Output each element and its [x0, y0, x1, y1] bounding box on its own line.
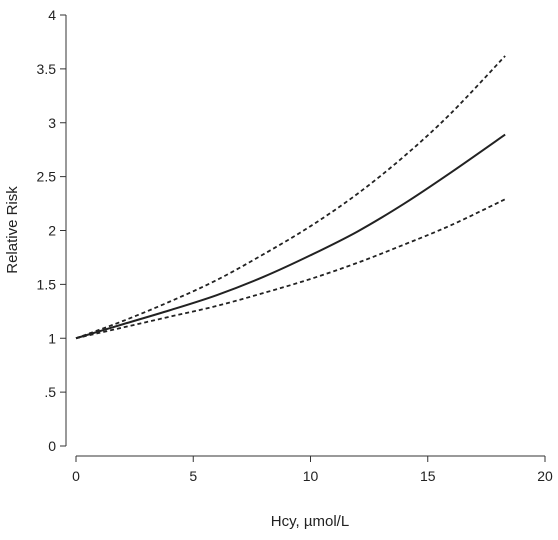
y-tick-label: .5: [44, 384, 56, 400]
x-tick-label: 5: [189, 468, 197, 484]
y-tick-label: 1.5: [37, 276, 57, 292]
y-tick-label: 0: [48, 438, 56, 454]
y-tick-label: 3: [48, 115, 56, 131]
x-tick-label: 0: [72, 468, 80, 484]
y-tick-label: 2.5: [37, 169, 57, 185]
y-axis: 0 .5 1 1.5 2 2.5 3 3.5 4: [37, 7, 67, 454]
x-tick-label: 10: [303, 468, 319, 484]
y-tick-label: 2: [48, 223, 56, 239]
x-tick-label: 20: [537, 468, 553, 484]
x-axis: 0 5 10 15 20: [72, 455, 553, 484]
y-tick-label: 1: [48, 330, 56, 346]
series-line-upper-ci: [75, 55, 506, 340]
x-tick-label: 15: [420, 468, 436, 484]
series-line-relative-risk: [75, 133, 506, 340]
series-line-lower-ci: [75, 198, 506, 340]
y-tick-label: 4: [48, 7, 56, 23]
x-axis-title: Hcy, µmol/L: [271, 513, 349, 530]
y-tick-label: 3.5: [37, 61, 57, 77]
series-layer: [75, 55, 506, 340]
y-axis-title: Relative Risk: [4, 186, 21, 274]
